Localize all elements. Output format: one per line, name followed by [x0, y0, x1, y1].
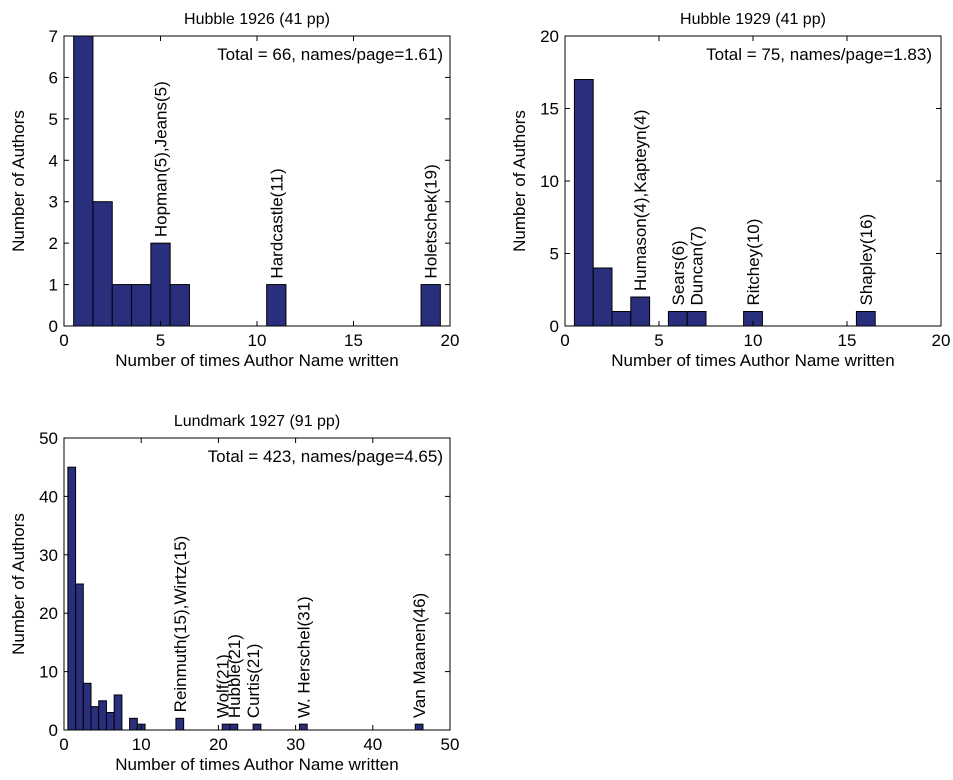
y-tick-label: 6	[49, 68, 58, 87]
bar	[229, 723, 239, 731]
bar	[169, 284, 190, 327]
bar	[129, 717, 138, 731]
chart-title: Hubble 1926 (41 pp)	[184, 11, 330, 28]
bar	[414, 723, 424, 731]
y-tick-label: 3	[49, 193, 58, 212]
y-tick-label: 10	[540, 172, 559, 191]
bar	[131, 284, 152, 327]
bar	[266, 284, 287, 327]
x-tick-label: 0	[59, 331, 68, 350]
bar	[111, 284, 133, 327]
bar	[90, 706, 100, 731]
chart-panel-2: 0 5 10 15 20 0 5 10 15 20 Hubble 1929 (41 pp) Numbe…	[510, 11, 950, 370]
chart-title: Lundmark 1927 (91 pp)	[174, 413, 340, 430]
y-tick-label: 4	[49, 151, 58, 170]
bar	[573, 79, 594, 327]
bar	[105, 711, 115, 731]
y-tick-label: 50	[39, 429, 58, 448]
bar	[667, 311, 688, 327]
bar	[98, 700, 107, 731]
x-tick-label: 0	[59, 735, 68, 754]
bar	[92, 201, 113, 327]
y-tick-label: 0	[550, 317, 559, 336]
bar	[175, 717, 185, 731]
total-annotation: Total = 66, names/page=1.61)	[217, 45, 443, 64]
author-annotation: Reinmuth(15),Wirtz(15)	[171, 536, 190, 713]
bar	[592, 267, 613, 327]
x-tick-label: 50	[441, 735, 460, 754]
y-tick-label: 20	[39, 604, 58, 623]
author-annotation: Holetschek(19)	[422, 164, 441, 278]
x-axis-label: Number of times Author Name written	[115, 755, 398, 774]
bar	[611, 311, 632, 327]
author-annotation: Hardcastle(11)	[267, 168, 286, 278]
bar	[82, 682, 92, 731]
y-tick-label: 20	[540, 27, 559, 46]
x-tick-label: 15	[838, 331, 857, 350]
author-annotation: Hopman(5),Jeans(5)	[152, 81, 171, 237]
bar	[420, 284, 441, 327]
author-annotation: Curtis(21)	[244, 644, 263, 719]
bar	[630, 296, 651, 327]
x-tick-label: 10	[132, 735, 151, 754]
author-annotation: Wolf(21)	[213, 654, 232, 718]
y-tick-label: 40	[39, 487, 58, 506]
x-axis-label: Number of times Author Name written	[115, 351, 398, 370]
chart-title: Hubble 1929 (41 pp)	[680, 11, 826, 28]
author-annotation: Van Maanen(46)	[410, 593, 429, 718]
x-tick-label: 10	[248, 331, 267, 350]
author-annotation: Sears(6)	[669, 240, 688, 305]
bar	[221, 723, 231, 731]
chart-panel-1: 0 5 10 15 20 0 1 2 3 4 5 6 7 Hubble 1926 (41 pp) Numbe…	[9, 11, 459, 370]
x-tick-label: 0	[560, 331, 569, 350]
y-tick-label: 15	[540, 100, 559, 119]
axes-frame	[63, 437, 451, 731]
chart-panel-3: 0 10 20 30 40 50 0 10 20 30 40 50 Lundmark 1927 (91 …	[9, 413, 459, 774]
x-tick-label: 10	[744, 331, 763, 350]
y-axis-label: Number of Authors	[9, 110, 28, 252]
bar	[686, 311, 707, 327]
y-axis-label: Number of Authors	[9, 513, 28, 655]
y-tick-label: 5	[550, 245, 559, 264]
author-annotation: Hubble(21)	[225, 634, 244, 718]
axes-frame	[63, 35, 451, 327]
x-tick-label: 20	[209, 735, 228, 754]
x-tick-label: 5	[654, 331, 663, 350]
bar	[855, 311, 876, 327]
y-tick-label: 0	[49, 317, 58, 336]
x-tick-label: 20	[441, 331, 460, 350]
bar	[298, 723, 308, 731]
y-tick-label: 2	[49, 234, 58, 253]
author-annotation: Shapley(16)	[857, 214, 876, 306]
bar	[150, 242, 171, 327]
y-tick-label: 7	[49, 27, 58, 46]
x-tick-label: 5	[156, 331, 165, 350]
x-tick-label: 15	[344, 331, 363, 350]
bar	[113, 694, 123, 731]
bar	[75, 583, 84, 731]
bar	[67, 466, 77, 731]
x-tick-label: 30	[286, 735, 305, 754]
bar	[73, 35, 94, 327]
author-annotation: Humason(4),Kapteyn(4)	[631, 110, 650, 291]
x-tick-label: 40	[363, 735, 382, 754]
author-annotation: Ritchey(10)	[744, 219, 763, 306]
y-tick-label: 5	[49, 110, 58, 129]
bar	[252, 723, 262, 731]
y-tick-label: 1	[49, 276, 58, 295]
y-axis-label: Number of Authors	[510, 110, 529, 252]
author-annotation: W. Herschel(31)	[294, 596, 313, 718]
author-annotation: Duncan(7)	[688, 226, 707, 305]
total-annotation: Total = 75, names/page=1.83)	[706, 45, 932, 64]
x-axis-label: Number of times Author Name written	[611, 351, 894, 370]
total-annotation: Total = 423, names/page=4.65)	[208, 447, 443, 466]
y-tick-label: 30	[39, 546, 58, 565]
y-tick-label: 0	[49, 721, 58, 740]
x-tick-label: 20	[932, 331, 951, 350]
y-tick-label: 10	[39, 663, 58, 682]
